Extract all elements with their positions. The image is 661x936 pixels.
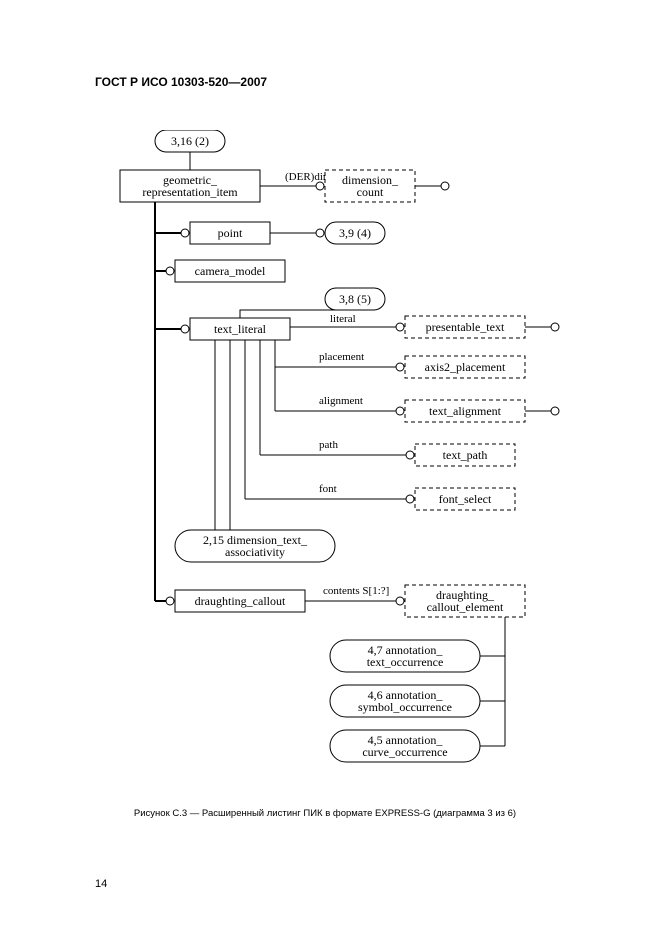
page-number: 14	[95, 878, 107, 890]
node-draught: draughting_callout	[175, 590, 305, 612]
svg-text:text_occurrence: text_occurrence	[367, 655, 444, 669]
node-ref316: 3,16 (2)	[155, 130, 225, 152]
svg-text:count: count	[357, 185, 384, 199]
svg-text:axis2_placement: axis2_placement	[425, 360, 506, 374]
svg-text:curve_occurrence: curve_occurrence	[362, 745, 447, 759]
node-ann46: 4,6 annotation_symbol_occurrence	[330, 685, 480, 717]
node-ann47: 4,7 annotation_text_occurrence	[330, 640, 480, 672]
node-point: point	[190, 222, 270, 244]
svg-text:alignment: alignment	[319, 395, 363, 407]
figure-caption: Рисунок С.3 — Расширенный листинг ПИК в …	[100, 808, 550, 819]
svg-text:3,8 (5): 3,8 (5)	[339, 292, 371, 306]
diagram: (DER)dimliteralplacementalignmentpathfon…	[95, 130, 615, 820]
svg-text:point: point	[218, 226, 243, 240]
svg-text:path: path	[319, 439, 338, 451]
svg-text:placement: placement	[319, 351, 364, 363]
doc-header: ГОСТ Р ИСО 10303-520—2007	[95, 75, 267, 89]
node-camera: camera_model	[175, 260, 285, 282]
node-geom: geometric_representation_item	[120, 170, 260, 202]
svg-text:font_select: font_select	[439, 492, 492, 506]
svg-text:3,16 (2): 3,16 (2)	[171, 134, 209, 148]
svg-text:text_alignment: text_alignment	[429, 404, 502, 418]
svg-text:camera_model: camera_model	[195, 264, 266, 278]
node-dcelem: draughting_callout_element	[405, 585, 525, 617]
svg-text:text_path: text_path	[443, 448, 488, 462]
node-dimc: dimension_count	[325, 170, 415, 202]
svg-text:draughting_callout: draughting_callout	[195, 594, 286, 608]
svg-text:callout_element: callout_element	[427, 600, 504, 614]
page: ГОСТ Р ИСО 10303-520—2007 (DER)dimlitera…	[0, 0, 661, 936]
svg-text:presentable_text: presentable_text	[426, 320, 505, 334]
node-ref38: 3,8 (5)	[325, 288, 385, 310]
svg-text:text_literal: text_literal	[214, 322, 267, 336]
node-prest: presentable_text	[405, 316, 525, 338]
node-axis2: axis2_placement	[405, 356, 525, 378]
node-tpath: text_path	[415, 444, 515, 466]
svg-text:associativity: associativity	[225, 545, 285, 559]
node-textlit: text_literal	[190, 318, 290, 340]
svg-text:3,9 (4): 3,9 (4)	[339, 226, 371, 240]
svg-text:font: font	[319, 483, 337, 495]
svg-text:literal: literal	[330, 313, 356, 325]
node-ann45: 4,5 annotation_curve_occurrence	[330, 730, 480, 762]
node-fontsel: font_select	[415, 488, 515, 510]
svg-text:contents S[1:?]: contents S[1:?]	[323, 585, 389, 597]
node-talign: text_alignment	[405, 400, 525, 422]
node-ref39: 3,9 (4)	[325, 222, 385, 244]
node-dimtext: 2,15 dimension_text_associativity	[175, 530, 335, 562]
svg-text:representation_item: representation_item	[142, 185, 238, 199]
svg-text:symbol_occurrence: symbol_occurrence	[358, 700, 452, 714]
